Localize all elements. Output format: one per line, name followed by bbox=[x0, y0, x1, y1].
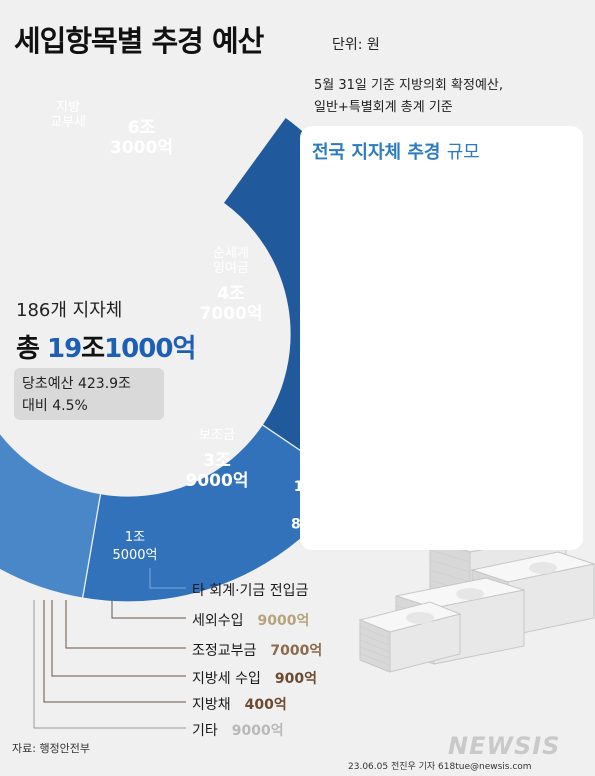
slice-label-amount: 5000억 bbox=[112, 548, 158, 563]
legend-value: 900억 bbox=[274, 671, 317, 687]
basis-note-1: 5월 31일 기준 지방의회 확정예산, bbox=[314, 78, 503, 93]
donut-slice-3 bbox=[0, 432, 102, 599]
slice-label-amount: 1조 bbox=[124, 530, 146, 545]
total-num-2: 1000억 bbox=[104, 334, 196, 364]
total-num-1: 19 bbox=[46, 334, 82, 364]
slice-label-3: 보조금 3조 9000억 bbox=[172, 428, 262, 491]
total-prefix: 총 bbox=[16, 334, 40, 364]
basis-note-2: 일반+특별회계 총계 기준 bbox=[314, 100, 453, 115]
slice-label-name: 잉여금 bbox=[213, 261, 249, 276]
legend-value: 9000억 bbox=[231, 723, 284, 739]
ranking-title: 전국 지자체 추경 규모 bbox=[312, 138, 480, 164]
region-count: 186개 지자체 bbox=[16, 300, 123, 321]
slice-label-amount: 6조 3000억 bbox=[110, 118, 173, 158]
slice-label-amount: 3조 bbox=[203, 451, 231, 471]
legend-item-2: 세외수입 9000억 bbox=[192, 610, 309, 630]
legend-name: 기타 bbox=[192, 723, 218, 739]
comparison-box bbox=[14, 368, 164, 420]
slice-label-2: 순세계 잉여금 4조 7000억 bbox=[196, 246, 266, 324]
leader-line-2 bbox=[111, 600, 186, 619]
legend-value: 7000억 bbox=[270, 643, 323, 659]
legend-name: 지방채 bbox=[192, 697, 231, 713]
legend-item-3: 조정교부금 7000억 bbox=[192, 640, 322, 660]
slice-label-name: 지방 교부세 bbox=[50, 100, 86, 130]
legend-name: 조정교부금 bbox=[192, 643, 257, 659]
legend-item-5: 지방채 400억 bbox=[192, 694, 287, 714]
leader-line-3 bbox=[65, 600, 186, 649]
legend-name: 타 회계·기금 전입금 bbox=[192, 583, 309, 599]
slice-label-amount: 7000억 bbox=[199, 304, 263, 324]
leader-line-5 bbox=[43, 600, 186, 703]
unit-label: 단위: 원 bbox=[332, 37, 380, 53]
leader-line-1 bbox=[149, 568, 186, 589]
legend-value: 400억 bbox=[244, 697, 287, 713]
donut-slice-2 bbox=[81, 423, 351, 603]
legend-item-6: 기타 9000억 bbox=[192, 720, 284, 740]
legend-item-4: 지방세 수입 900억 bbox=[192, 668, 317, 688]
slice-label-name: 순세계 bbox=[213, 246, 249, 261]
source-note: 자료: 행정안전부 bbox=[12, 742, 91, 755]
slice-label-amount: 4조 bbox=[217, 284, 245, 304]
newsis-watermark: NEWSIS bbox=[448, 732, 561, 760]
total-unit-1: 조 bbox=[81, 334, 105, 364]
donut-center: 186개 지자체 총 19조1000억 bbox=[16, 296, 196, 365]
slice-label-name: 보조금 bbox=[199, 428, 235, 443]
ranking-panel bbox=[300, 126, 583, 550]
legend-value: 9000억 bbox=[257, 613, 310, 629]
chart-title: 세입항목별 추경 예산 bbox=[14, 24, 264, 58]
increase-rate: 대비 4.5% bbox=[22, 398, 88, 414]
credit-line: 23.06.05 전진우 기자 618tue@newsis.com bbox=[348, 762, 532, 772]
money-bundle bbox=[358, 601, 462, 673]
ranking-title-main: 전국 지자체 추경 bbox=[312, 142, 441, 163]
legend-name: 세외수입 bbox=[192, 613, 244, 629]
original-budget: 당초예산 423.9조 bbox=[22, 376, 131, 392]
legend-name: 지방세 수입 bbox=[192, 671, 261, 687]
leader-line-6 bbox=[33, 600, 186, 729]
slice-label-4: 1조 5000억 bbox=[100, 528, 170, 563]
leader-line-4 bbox=[51, 600, 186, 677]
legend-leader-lines bbox=[33, 568, 186, 729]
slice-label-amount: 9000억 bbox=[185, 471, 249, 491]
ranking-title-sub: 규모 bbox=[446, 142, 480, 163]
total-budget: 총 19조1000억 bbox=[16, 328, 196, 365]
legend-item-1: 타 회계·기금 전입금 bbox=[192, 580, 308, 600]
money-bundle-illustration bbox=[358, 521, 595, 673]
